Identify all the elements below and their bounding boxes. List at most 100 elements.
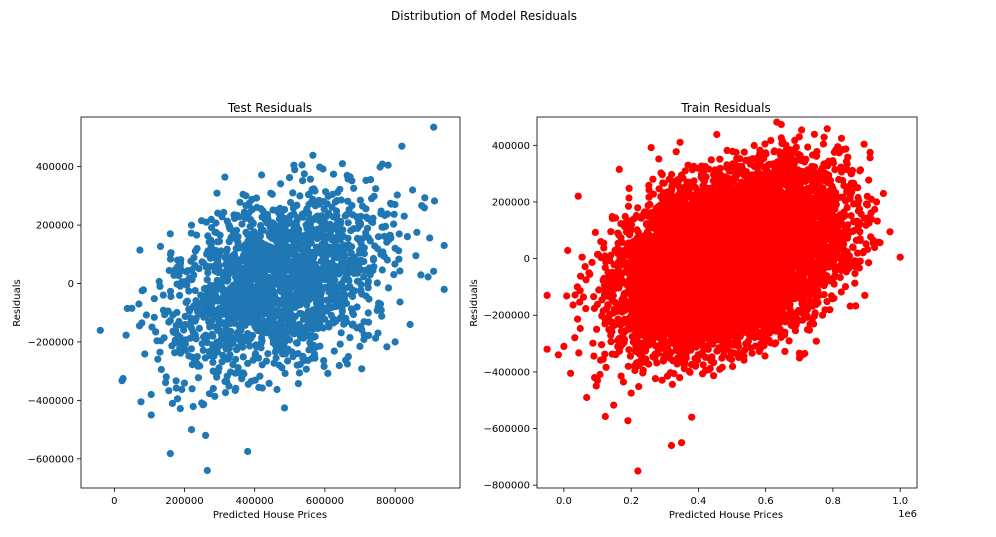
scatter-point: [230, 334, 238, 342]
scatter-point: [252, 258, 260, 266]
scatter-point: [239, 353, 247, 361]
scatter-point: [358, 365, 366, 373]
scatter-point: [383, 343, 391, 351]
scatter-point: [348, 243, 356, 251]
scatter-point: [313, 225, 321, 233]
scatter-point: [154, 355, 162, 363]
scatter-point: [304, 356, 312, 364]
scatter-point: [239, 291, 247, 299]
scatter-point: [365, 295, 373, 303]
scatter-point: [275, 300, 283, 308]
scatter-point: [300, 259, 308, 267]
scatter-point: [413, 228, 421, 236]
scatter-point: [128, 304, 136, 312]
scatter-point: [351, 287, 359, 295]
scatter-point: [311, 354, 319, 362]
scatter-point: [161, 311, 169, 319]
scatter-point: [227, 328, 235, 336]
scatter-point: [305, 346, 313, 354]
scatter-point: [255, 321, 263, 329]
scatter-point: [592, 382, 600, 390]
scatter-point: [322, 188, 330, 196]
scatter-point: [288, 348, 296, 356]
scatter-point: [245, 199, 253, 207]
scatter-point: [249, 265, 257, 273]
scatter-point: [200, 333, 208, 341]
scatter-point: [370, 192, 378, 200]
scatter-point: [293, 361, 301, 369]
scatter-point: [304, 307, 313, 315]
scatter-point: [272, 249, 280, 257]
scatter-point: [393, 191, 401, 199]
scatter-point: [215, 317, 223, 325]
scatter-point: [338, 312, 346, 320]
scatter-point: [288, 320, 296, 328]
scatter-point: [203, 250, 211, 258]
scatter-point: [255, 383, 263, 391]
scatter-point: [268, 234, 276, 242]
scatter-point: [343, 318, 351, 326]
scatter-point: [245, 277, 254, 285]
scatter-point: [856, 166, 865, 174]
scatter-point: [299, 352, 307, 360]
scatter-point: [367, 176, 375, 184]
scatter-point: [248, 205, 256, 213]
scatter-point: [320, 362, 328, 370]
scatter-point: [729, 362, 737, 371]
scatter-point: [378, 266, 386, 274]
scatter-point: [306, 175, 314, 183]
scatter-point: [320, 263, 328, 271]
scatter-point: [563, 292, 571, 300]
scatter-point: [255, 276, 263, 284]
scatter-point: [426, 234, 434, 242]
scatter-point: [305, 200, 313, 209]
scatter-point: [338, 259, 346, 267]
scatter-point: [187, 426, 196, 434]
scatter-point: [232, 384, 240, 392]
scatter-point: [336, 300, 344, 308]
scatter-point: [191, 247, 199, 255]
scatter-point: [231, 294, 239, 302]
scatter-point: [142, 311, 150, 319]
scatter-point: [364, 284, 372, 292]
scatter-point: [329, 170, 338, 178]
x-tick-label: 0: [111, 496, 117, 507]
scatter-point: [649, 175, 657, 183]
scatter-point: [258, 329, 266, 337]
scatter-point: [344, 175, 352, 183]
scatter-point: [150, 313, 158, 321]
scatter-point: [225, 267, 233, 276]
scatter-point: [602, 363, 610, 371]
scatter-point: [430, 197, 439, 205]
scatter-point: [272, 206, 280, 214]
scatter-point: [219, 300, 227, 309]
scatter-point: [293, 221, 301, 230]
scatter-point: [205, 319, 214, 327]
scatter-point: [198, 217, 206, 225]
scatter-point: [280, 404, 289, 412]
scatter-point: [264, 350, 272, 358]
scatter-point: [347, 227, 355, 235]
scatter-point: [387, 200, 395, 208]
scatter-point: [219, 335, 227, 343]
scatter-point: [191, 331, 199, 339]
scatter-point: [347, 256, 355, 264]
scatter-point: [862, 221, 870, 229]
scatter-point: [625, 184, 633, 192]
scatter-point: [424, 273, 432, 281]
scatter-point: [543, 345, 551, 353]
scatter-point: [215, 237, 224, 245]
scatter-point: [384, 284, 393, 292]
scatter-point: [271, 341, 280, 349]
scatter-point: [360, 273, 368, 281]
scatter-point: [272, 354, 280, 362]
scatter-point: [263, 299, 271, 307]
scatter-point: [647, 144, 655, 152]
scatter-point: [290, 278, 298, 286]
scatter-point: [325, 302, 333, 310]
scatter-point: [330, 251, 338, 259]
scatter-point: [355, 260, 363, 268]
scatter-point: [221, 173, 229, 181]
scatter-point: [316, 323, 324, 331]
scatter-point: [187, 221, 196, 229]
